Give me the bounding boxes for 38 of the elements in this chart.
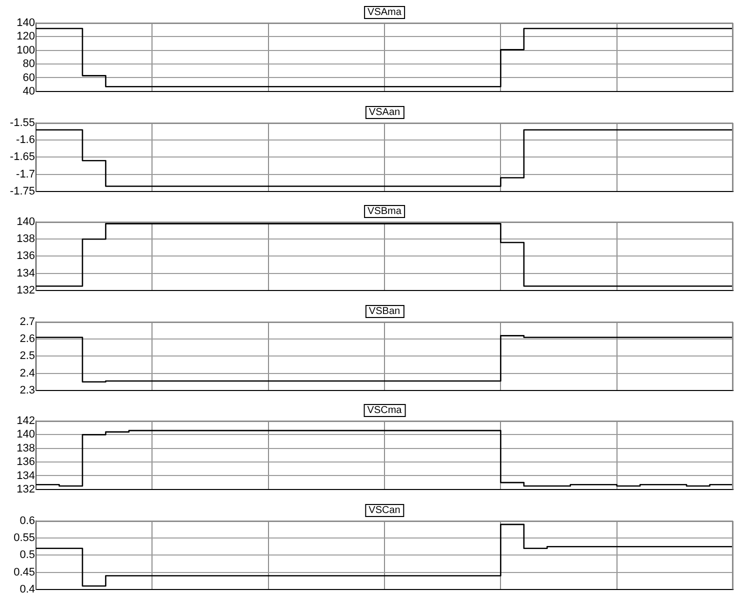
chart-title: VSAma	[364, 6, 406, 19]
y-tick-label: 140	[16, 216, 35, 228]
chart-title: VSBma	[364, 205, 406, 218]
y-tick-label: 134	[16, 470, 35, 482]
y-tick-label: 100	[16, 44, 35, 56]
y-tick-label: -1.6	[16, 134, 35, 146]
y-tick-label: 0.6	[20, 514, 35, 527]
y-tick-label: 132	[16, 284, 35, 296]
y-tick-label: 132	[16, 483, 35, 496]
y-tick-label: 0.45	[14, 566, 35, 578]
y-tick-label: 140	[16, 17, 35, 30]
y-tick-label: 142	[16, 415, 35, 428]
y-tick-label: 2.4	[20, 366, 35, 379]
y-tick-label: 0.55	[14, 532, 35, 544]
y-tick-label: 134	[16, 267, 35, 280]
y-tick-label: 138	[16, 233, 35, 246]
chart-title: VSBan	[364, 304, 404, 318]
y-tick-label: 2.6	[20, 332, 35, 345]
chart-title: VSAan	[364, 106, 404, 118]
y-tick-label: 138	[16, 442, 35, 454]
chart-title: VSCma	[363, 404, 406, 417]
y-tick-label: 140	[16, 428, 35, 441]
y-tick-label: 60	[22, 72, 35, 84]
y-tick-label: 120	[16, 30, 35, 43]
y-tick-label: 80	[22, 58, 35, 70]
y-tick-label: -1.75	[10, 184, 35, 197]
y-tick-label: 2.5	[20, 350, 35, 362]
y-tick-label: 136	[16, 250, 35, 262]
y-tick-label: 2.3	[20, 384, 35, 396]
y-tick-label: 136	[16, 456, 35, 468]
y-tick-label: -1.7	[16, 168, 35, 180]
y-tick-label: 0.4	[20, 582, 35, 595]
y-tick-label: -1.65	[10, 150, 35, 163]
y-tick-label: 40	[22, 85, 35, 98]
chart-title: VSCan	[364, 504, 404, 516]
y-tick-label: 2.7	[20, 316, 35, 328]
y-tick-label: -1.55	[10, 116, 35, 129]
y-tick-label: 0.5	[20, 548, 35, 561]
